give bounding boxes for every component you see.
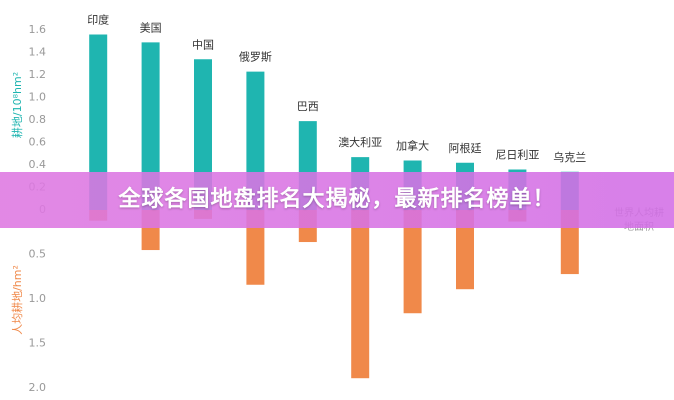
banner: 全球各国地盘排名大揭秘，最新排名榜单！ — [0, 172, 674, 228]
bar — [403, 210, 422, 314]
y2-tick-label: 2.0 — [29, 381, 47, 394]
category-label: 乌克兰 — [553, 150, 586, 164]
y2-axis-label: 人均耕地/hm² — [10, 265, 24, 335]
category-label: 阿根廷 — [449, 141, 482, 155]
y-axis-label: 耕地/10⁸hm² — [10, 72, 24, 138]
y-tick-label: 0.8 — [29, 113, 47, 126]
y2-tick-label: 1.0 — [29, 292, 47, 305]
category-label: 美国 — [140, 21, 162, 34]
category-label: 巴西 — [297, 100, 319, 113]
category-label: 加拿大 — [396, 139, 429, 153]
y-tick-label: 0.6 — [29, 136, 47, 149]
y-tick-label: 0.4 — [29, 158, 47, 171]
category-label: 俄罗斯 — [239, 51, 272, 64]
bar — [89, 34, 108, 210]
bar — [246, 210, 265, 285]
bar — [351, 210, 370, 379]
category-label: 印度 — [87, 13, 109, 27]
category-label: 澳大利亚 — [338, 135, 382, 149]
y-tick-label: 1.2 — [29, 68, 47, 81]
category-label: 尼日利亚 — [495, 149, 539, 162]
y-tick-label: 1.0 — [29, 91, 47, 104]
y-tick-label: 1.4 — [29, 46, 47, 59]
bar — [456, 210, 474, 290]
bar — [141, 42, 160, 210]
category-label: 中国 — [192, 38, 214, 51]
y2-tick-label: 1.5 — [29, 337, 47, 350]
y2-tick-label: 0.5 — [29, 248, 47, 261]
y-tick-label: 1.6 — [29, 23, 47, 36]
